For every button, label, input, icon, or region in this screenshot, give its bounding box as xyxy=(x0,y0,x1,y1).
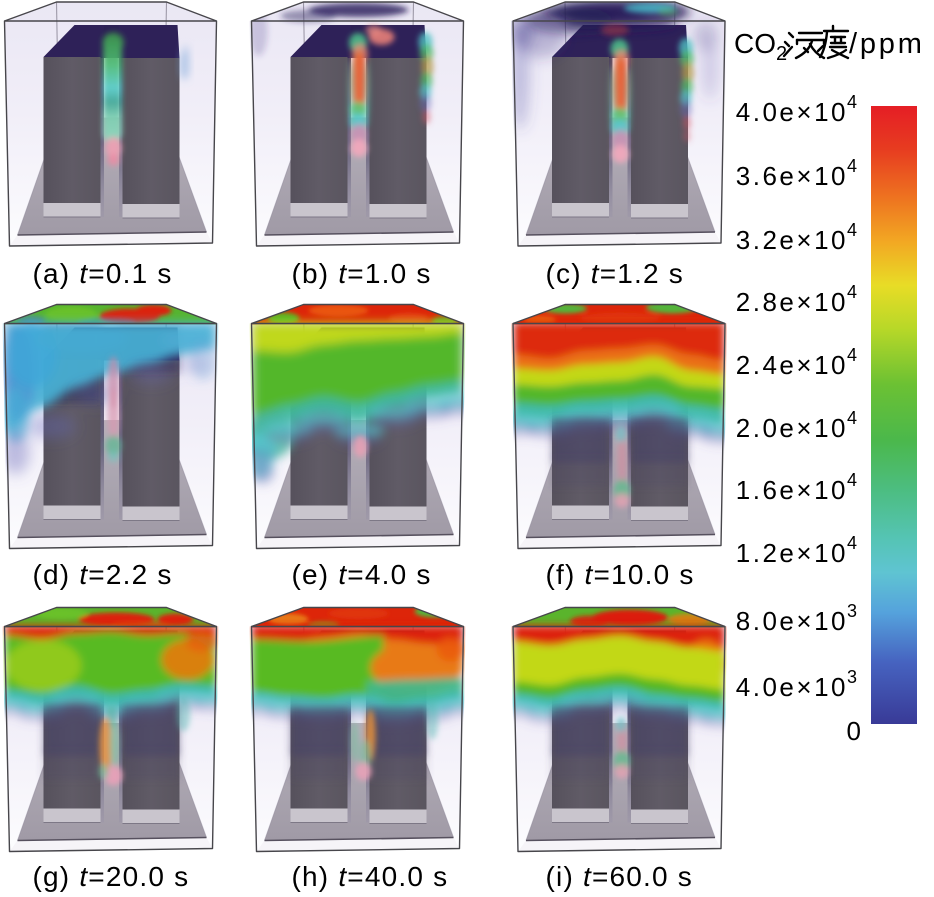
svg-text:2.4e×10: 2.4e×10 xyxy=(736,350,848,380)
svg-text:4: 4 xyxy=(847,408,857,428)
svg-text:4.0e×10: 4.0e×10 xyxy=(736,97,848,127)
svg-text:4: 4 xyxy=(847,220,857,240)
svg-text:8.0e×10: 8.0e×10 xyxy=(736,606,848,636)
svg-text:(e) t=4.0 s: (e) t=4.0 s xyxy=(292,559,432,590)
svg-text:4: 4 xyxy=(847,533,857,553)
svg-text:0: 0 xyxy=(847,716,861,746)
svg-text:4: 4 xyxy=(847,156,857,176)
svg-text:2.0e×10: 2.0e×10 xyxy=(736,413,848,443)
svg-text:4: 4 xyxy=(847,470,857,490)
svg-text:(g) t=20.0 s: (g) t=20.0 s xyxy=(33,861,190,892)
svg-text:3: 3 xyxy=(847,667,857,687)
svg-text:3: 3 xyxy=(847,601,857,621)
svg-text:(c) t=1.2 s: (c) t=1.2 s xyxy=(546,258,684,289)
svg-text:(h) t=40.0 s: (h) t=40.0 s xyxy=(292,861,449,892)
svg-text:/ppm: /ppm xyxy=(849,28,925,60)
svg-text:(d) t=2.2 s: (d) t=2.2 s xyxy=(33,559,173,590)
svg-text:3.6e×10: 3.6e×10 xyxy=(736,161,848,191)
svg-text:(b) t=1.0 s: (b) t=1.0 s xyxy=(292,258,432,289)
svg-text:3.2e×10: 3.2e×10 xyxy=(736,225,848,255)
svg-text:(f) t=10.0 s: (f) t=10.0 s xyxy=(546,559,695,590)
svg-text:2.8e×10: 2.8e×10 xyxy=(736,287,848,317)
svg-text:(a) t=0.1 s: (a) t=0.1 s xyxy=(33,258,173,289)
svg-text:4: 4 xyxy=(847,345,857,365)
svg-text:1.2e×10: 1.2e×10 xyxy=(736,538,848,568)
svg-text:4.0e×10: 4.0e×10 xyxy=(736,672,848,702)
svg-text:(i) t=60.0 s: (i) t=60.0 s xyxy=(546,861,693,892)
svg-text:4: 4 xyxy=(847,92,857,112)
svg-text:4: 4 xyxy=(847,282,857,302)
svg-text:1.6e×10: 1.6e×10 xyxy=(736,475,848,505)
